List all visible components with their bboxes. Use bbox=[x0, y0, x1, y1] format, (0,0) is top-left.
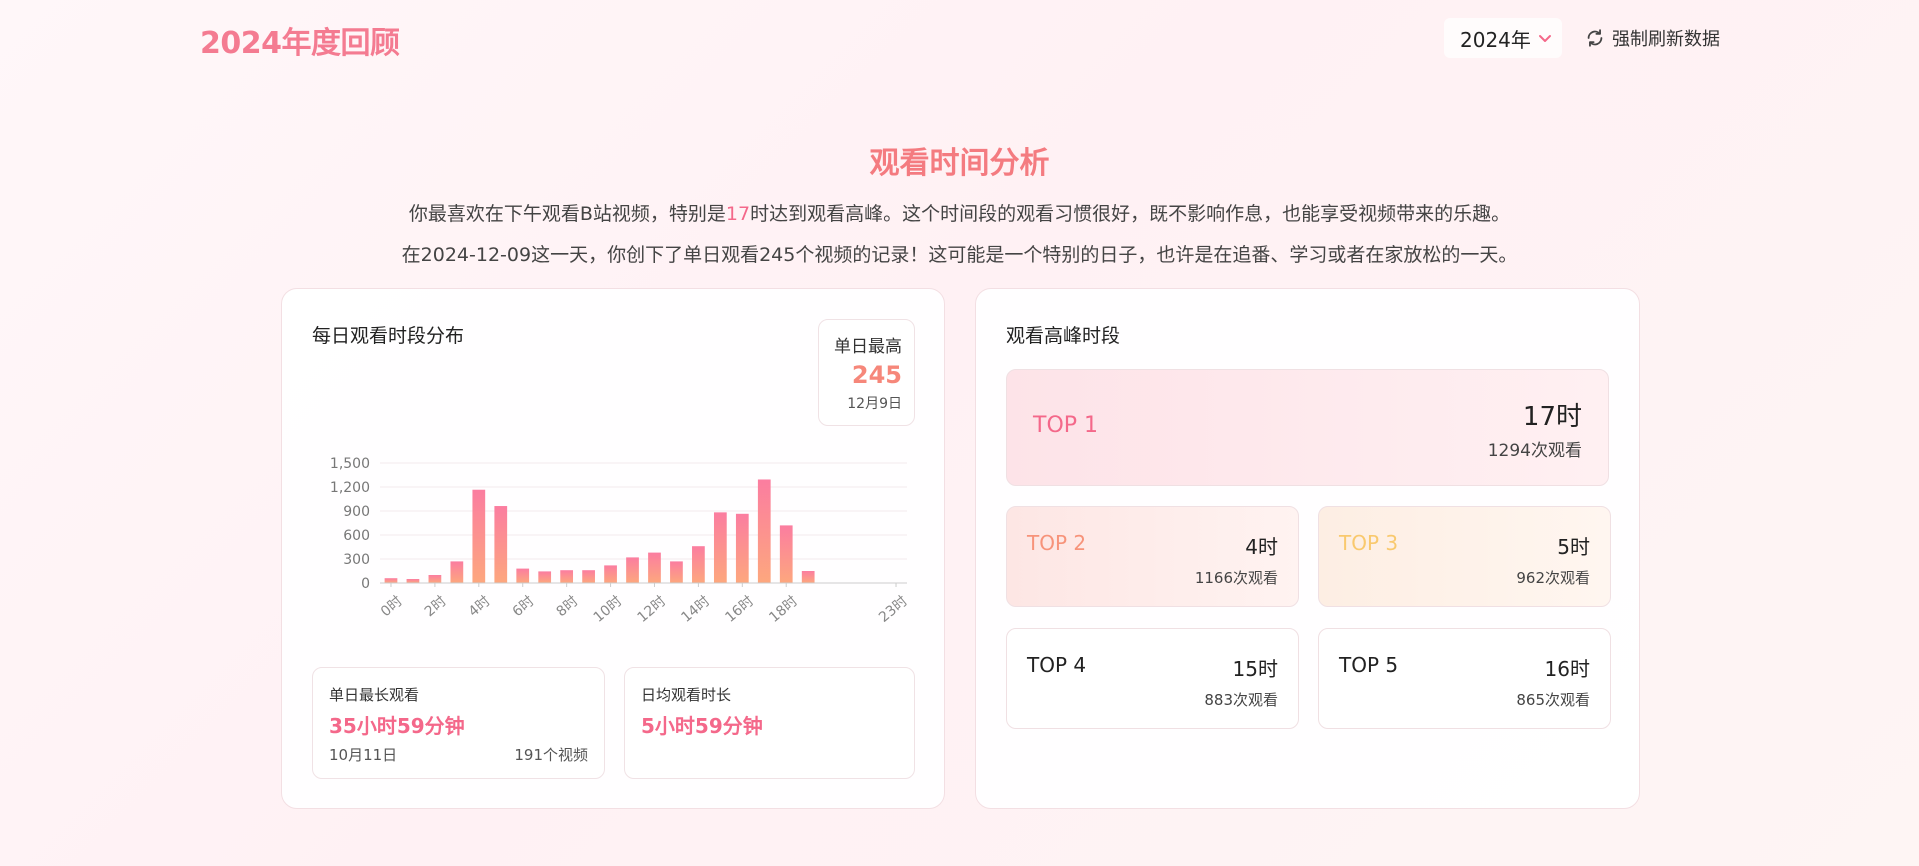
bar-15时[interactable] bbox=[713, 512, 727, 583]
bar-4时[interactable] bbox=[472, 489, 486, 583]
daily-peak-date: 12月9日 bbox=[847, 396, 902, 412]
top-hour: 17时 bbox=[1522, 402, 1582, 432]
top-4-item: TOP 4 15时 883次观看 bbox=[1006, 628, 1299, 729]
bar-13时[interactable] bbox=[670, 561, 683, 583]
top-hour: 4时 bbox=[1245, 535, 1278, 559]
bar-11时[interactable] bbox=[626, 557, 639, 583]
top-2-item: TOP 2 4时 1166次观看 bbox=[1006, 506, 1299, 607]
x-tick-label: 0时 bbox=[378, 593, 406, 620]
top-views: 1166次观看 bbox=[1194, 569, 1278, 587]
daily-distribution-card: 每日观看时段分布 单日最高 245 12月9日 0 300 600 900 1,200 1… bbox=[281, 288, 945, 809]
bar-0时[interactable] bbox=[384, 578, 398, 583]
daily-peak-value: 245 bbox=[851, 361, 902, 389]
top-rank: TOP 3 bbox=[1339, 531, 1399, 555]
summary-text: 时达到观看高峰。这个时间段的观看习惯很好，既不影响作息，也能享受视频带来的乐趣。 bbox=[750, 203, 1511, 225]
daily-peak-box: 单日最高 245 12月9日 bbox=[818, 319, 915, 426]
bar-3时[interactable] bbox=[450, 561, 464, 583]
y-tick-label: 600 bbox=[343, 528, 370, 544]
header: 2024年度回顾 2024年 强制刷新数据 bbox=[0, 0, 1919, 76]
stat-video-count: 191个视频 bbox=[514, 746, 588, 764]
stat-value: 35小时59分钟 bbox=[329, 714, 465, 738]
top-views: 883次观看 bbox=[1204, 691, 1278, 709]
bar-2时[interactable] bbox=[428, 575, 442, 583]
x-tick-label: 16时 bbox=[722, 593, 757, 626]
top-rank: TOP 2 bbox=[1027, 531, 1087, 555]
daily-average-stat: 日均观看时长 5小时59分钟 bbox=[624, 667, 915, 779]
x-tick-label: 14时 bbox=[678, 593, 713, 626]
top-3-item: TOP 3 5时 962次观看 bbox=[1318, 506, 1611, 607]
x-tick-label: 4时 bbox=[466, 593, 494, 620]
card-title: 观看高峰时段 bbox=[1006, 325, 1121, 347]
bar-18时[interactable] bbox=[779, 525, 793, 583]
peak-hour-highlight: 17 bbox=[725, 203, 751, 225]
top-rank: TOP 1 bbox=[1033, 413, 1099, 438]
stat-label: 单日最长观看 bbox=[329, 686, 420, 704]
longest-day-stat: 单日最长观看 35小时59分钟 10月11日 191个视频 bbox=[312, 667, 605, 779]
x-tick-label: 10时 bbox=[591, 593, 626, 626]
summary-text: 你最喜欢在下午观看B站视频，特别是 bbox=[408, 203, 726, 225]
bar-8时[interactable] bbox=[560, 570, 574, 583]
year-select[interactable]: 2024年 bbox=[1444, 18, 1562, 58]
bar-7时[interactable] bbox=[538, 571, 552, 583]
brand-title: 2024年度回顾 bbox=[200, 26, 400, 61]
bar-17时[interactable] bbox=[757, 479, 771, 583]
stat-value: 5小时59分钟 bbox=[641, 714, 763, 738]
top-1-item: TOP 1 17时 1294次观看 bbox=[1006, 369, 1609, 486]
top-views: 865次观看 bbox=[1516, 691, 1590, 709]
bar-16时[interactable] bbox=[735, 513, 749, 583]
card-title: 每日观看时段分布 bbox=[312, 325, 465, 347]
top-views: 1294次观看 bbox=[1487, 441, 1582, 461]
x-tick-label: 23时 bbox=[876, 593, 911, 626]
bar-10时[interactable] bbox=[604, 565, 617, 583]
hourly-bar-chart: 0 300 600 900 1,200 1,500 0时 2时 4时 6时 8时 10时 12时 14时… bbox=[330, 456, 911, 626]
x-tick-label: 18时 bbox=[766, 593, 801, 626]
y-tick-label: 900 bbox=[343, 504, 370, 520]
summary-line-2: 在2024-12-09这一天，你创下了单日观看245个视频的记录！这可能是一个特… bbox=[401, 244, 1518, 266]
bar-19时[interactable] bbox=[801, 571, 815, 583]
bar-9时[interactable] bbox=[582, 570, 595, 583]
stat-label: 日均观看时长 bbox=[641, 686, 732, 704]
bar-12时[interactable] bbox=[648, 552, 661, 583]
year-select-value: 2024年 bbox=[1460, 27, 1531, 52]
bar-5时[interactable] bbox=[494, 506, 508, 583]
summary-line-1: 你最喜欢在下午观看B站视频，特别是17时达到观看高峰。这个时间段的观看习惯很好，… bbox=[0, 199, 1919, 226]
top-rank: TOP 5 bbox=[1339, 653, 1399, 677]
x-tick-label: 8时 bbox=[554, 593, 582, 620]
bar-14时[interactable] bbox=[692, 546, 705, 583]
daily-peak-label: 单日最高 bbox=[834, 337, 902, 357]
y-tick-label: 0 bbox=[361, 576, 370, 592]
top-5-item: TOP 5 16时 865次观看 bbox=[1318, 628, 1611, 729]
top-hour: 15时 bbox=[1232, 657, 1278, 681]
top-views: 962次观看 bbox=[1516, 569, 1590, 587]
force-refresh-button[interactable]: 强制刷新数据 bbox=[1584, 22, 1720, 54]
y-tick-label: 1,500 bbox=[330, 456, 370, 472]
chevron-down-icon bbox=[1538, 35, 1551, 42]
top-hour: 5时 bbox=[1557, 535, 1590, 559]
top-hour: 16时 bbox=[1544, 657, 1590, 681]
x-tick-label: 12时 bbox=[635, 593, 670, 626]
y-tick-label: 1,200 bbox=[330, 480, 370, 496]
x-tick-label: 2时 bbox=[422, 593, 450, 620]
section-title: 观看时间分析 bbox=[869, 146, 1050, 181]
chart-bars bbox=[384, 479, 815, 583]
peak-hours-card: 观看高峰时段 TOP 1 17时 1294次观看 TOP 2 4时 1166次观… bbox=[975, 288, 1640, 809]
chart-y-ticks: 0 300 600 900 1,200 1,500 bbox=[330, 456, 370, 592]
y-tick-label: 300 bbox=[343, 552, 370, 568]
refresh-icon bbox=[1587, 29, 1603, 47]
top-rank: TOP 4 bbox=[1027, 653, 1087, 677]
bar-1时[interactable] bbox=[406, 579, 420, 583]
stat-date: 10月11日 bbox=[329, 746, 398, 764]
force-refresh-label: 强制刷新数据 bbox=[1612, 29, 1720, 50]
chart-x-ticks: 0时 2时 4时 6时 8时 10时 12时 14时 16时 18时 23时 bbox=[378, 583, 911, 626]
bar-6时[interactable] bbox=[516, 568, 530, 583]
x-tick-label: 6时 bbox=[510, 593, 538, 620]
